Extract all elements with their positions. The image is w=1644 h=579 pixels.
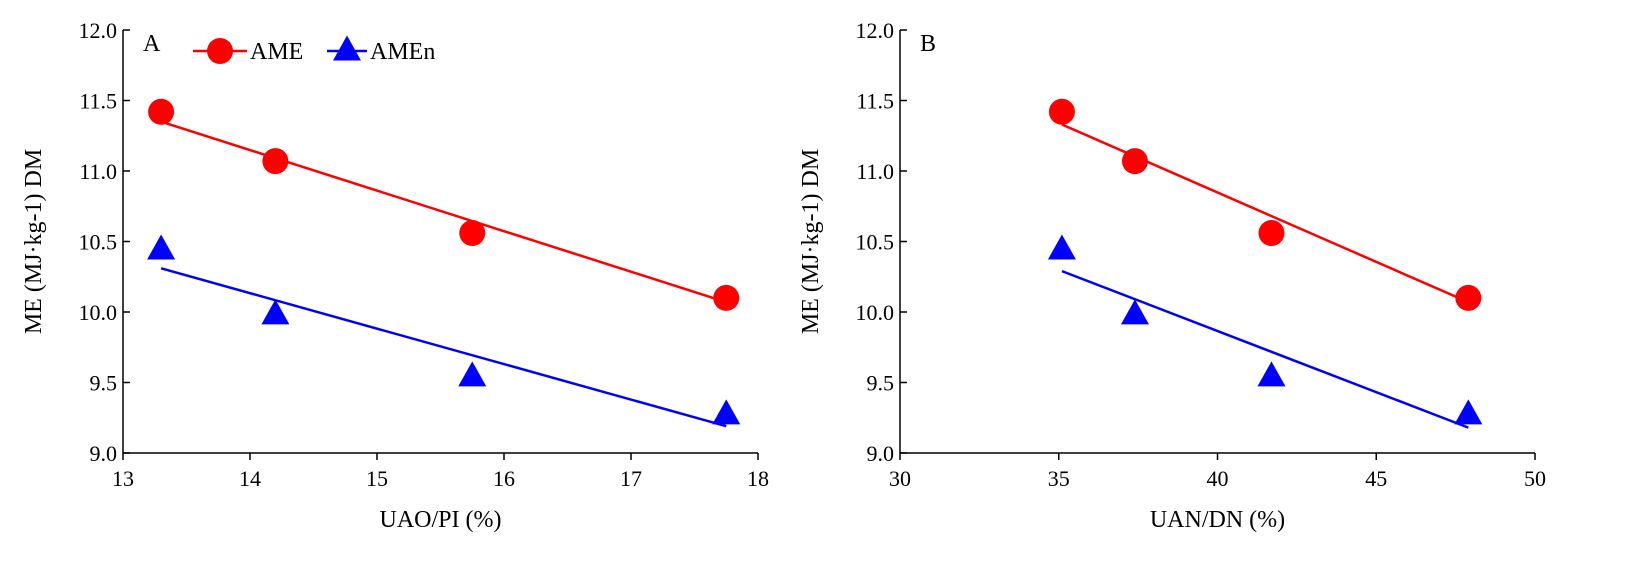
fit-line-ame	[1061, 123, 1469, 304]
data-point-amen	[1120, 299, 1149, 325]
data-point-ame	[1455, 284, 1482, 311]
y-tick-label: 10.0	[856, 300, 895, 325]
y-tick-label: 11.0	[79, 159, 117, 184]
data-point-ame	[1048, 98, 1075, 125]
data-point-amen	[458, 361, 487, 387]
y-axis-title: ME (MJ·kg-1) DM	[798, 149, 824, 334]
data-point-ame	[262, 148, 289, 175]
fit-line-amen	[1061, 269, 1469, 429]
data-point-ame	[1121, 148, 1148, 175]
y-tick-label: 9.5	[867, 371, 895, 396]
y-tick-label: 10.0	[79, 300, 118, 325]
legend-marker-ame	[207, 38, 233, 64]
data-point-amen	[147, 234, 176, 260]
y-tick-label: 9.5	[90, 371, 118, 396]
panel-label: B	[920, 31, 936, 57]
x-tick-label: 13	[112, 466, 134, 491]
fit-line-amen	[160, 267, 727, 428]
panel-b: 9.0 9.5 10.0 10.5 11.0 11.5 12.0 30 35 40 45 50 UAN/…	[798, 18, 1546, 533]
data-point-amen	[712, 399, 741, 425]
y-axis-title: ME (MJ·kg-1) DM	[21, 149, 47, 334]
x-tick-label: 18	[747, 466, 769, 491]
x-axis-title: UAN/DN (%)	[1150, 507, 1285, 533]
data-point-ame	[148, 98, 175, 125]
y-tick-label: 9.0	[90, 441, 118, 466]
y-tick-label: 10.5	[79, 230, 118, 255]
x-tick-label: 50	[1524, 466, 1546, 491]
x-tick-label: 45	[1365, 466, 1387, 491]
panel-label: A	[143, 31, 161, 57]
data-point-ame	[713, 284, 740, 311]
legend-marker-amen	[333, 35, 361, 61]
x-tick-label: 35	[1048, 466, 1070, 491]
legend-label: AME	[250, 39, 303, 65]
legend-label: AMEn	[370, 39, 435, 65]
x-axis-title: UAO/PI (%)	[380, 507, 502, 533]
y-tick-label: 11.5	[856, 89, 894, 114]
x-tick-label: 14	[239, 466, 261, 491]
data-point-amen	[261, 299, 290, 325]
panel-a: 9.0 9.5 10.0 10.5 11.0 11.5 12.0 13 14 15 16 17 18 UA…	[21, 18, 769, 533]
legend: AME AMEn	[193, 35, 435, 65]
data-point-amen	[1257, 361, 1286, 387]
fit-line-ame	[160, 120, 727, 304]
x-tick-label: 16	[493, 466, 515, 491]
data-point-amen	[1454, 399, 1483, 425]
x-tick-label: 15	[366, 466, 388, 491]
y-tick-label: 12.0	[79, 18, 118, 43]
x-tick-label: 17	[620, 466, 642, 491]
data-point-ame	[1258, 220, 1285, 247]
y-tick-label: 12.0	[856, 18, 895, 43]
y-tick-label: 9.0	[867, 441, 895, 466]
data-point-amen	[1047, 234, 1076, 260]
y-tick-label: 11.0	[856, 159, 894, 184]
x-tick-label: 30	[889, 466, 911, 491]
y-tick-label: 11.5	[79, 89, 117, 114]
data-point-ame	[459, 220, 486, 247]
x-tick-label: 40	[1207, 466, 1229, 491]
y-tick-label: 10.5	[856, 230, 895, 255]
